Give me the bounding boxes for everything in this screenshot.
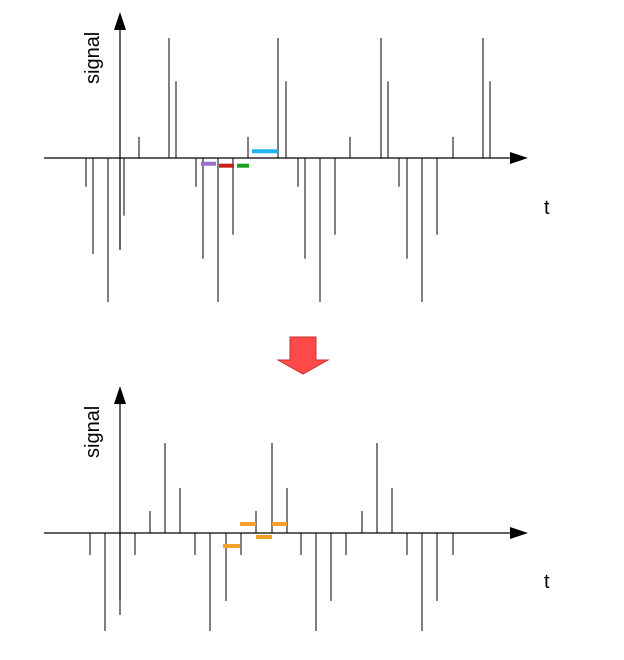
bottom-xlabel: t <box>544 571 550 593</box>
top-time-axis-arrowhead-icon <box>510 152 528 164</box>
bottom-ylabel: signal <box>82 406 104 458</box>
bottom-time-axis-arrowhead-icon <box>510 527 528 539</box>
bottom-signal-panel <box>44 386 528 631</box>
top-ylabel: signal <box>82 32 104 84</box>
top-signal-panel <box>44 12 528 302</box>
down-arrow-icon <box>276 336 330 375</box>
top-signal-axis-arrowhead-icon <box>114 12 126 30</box>
bottom-signal-axis-arrowhead-icon <box>114 386 126 404</box>
top-xlabel: t <box>544 197 550 219</box>
